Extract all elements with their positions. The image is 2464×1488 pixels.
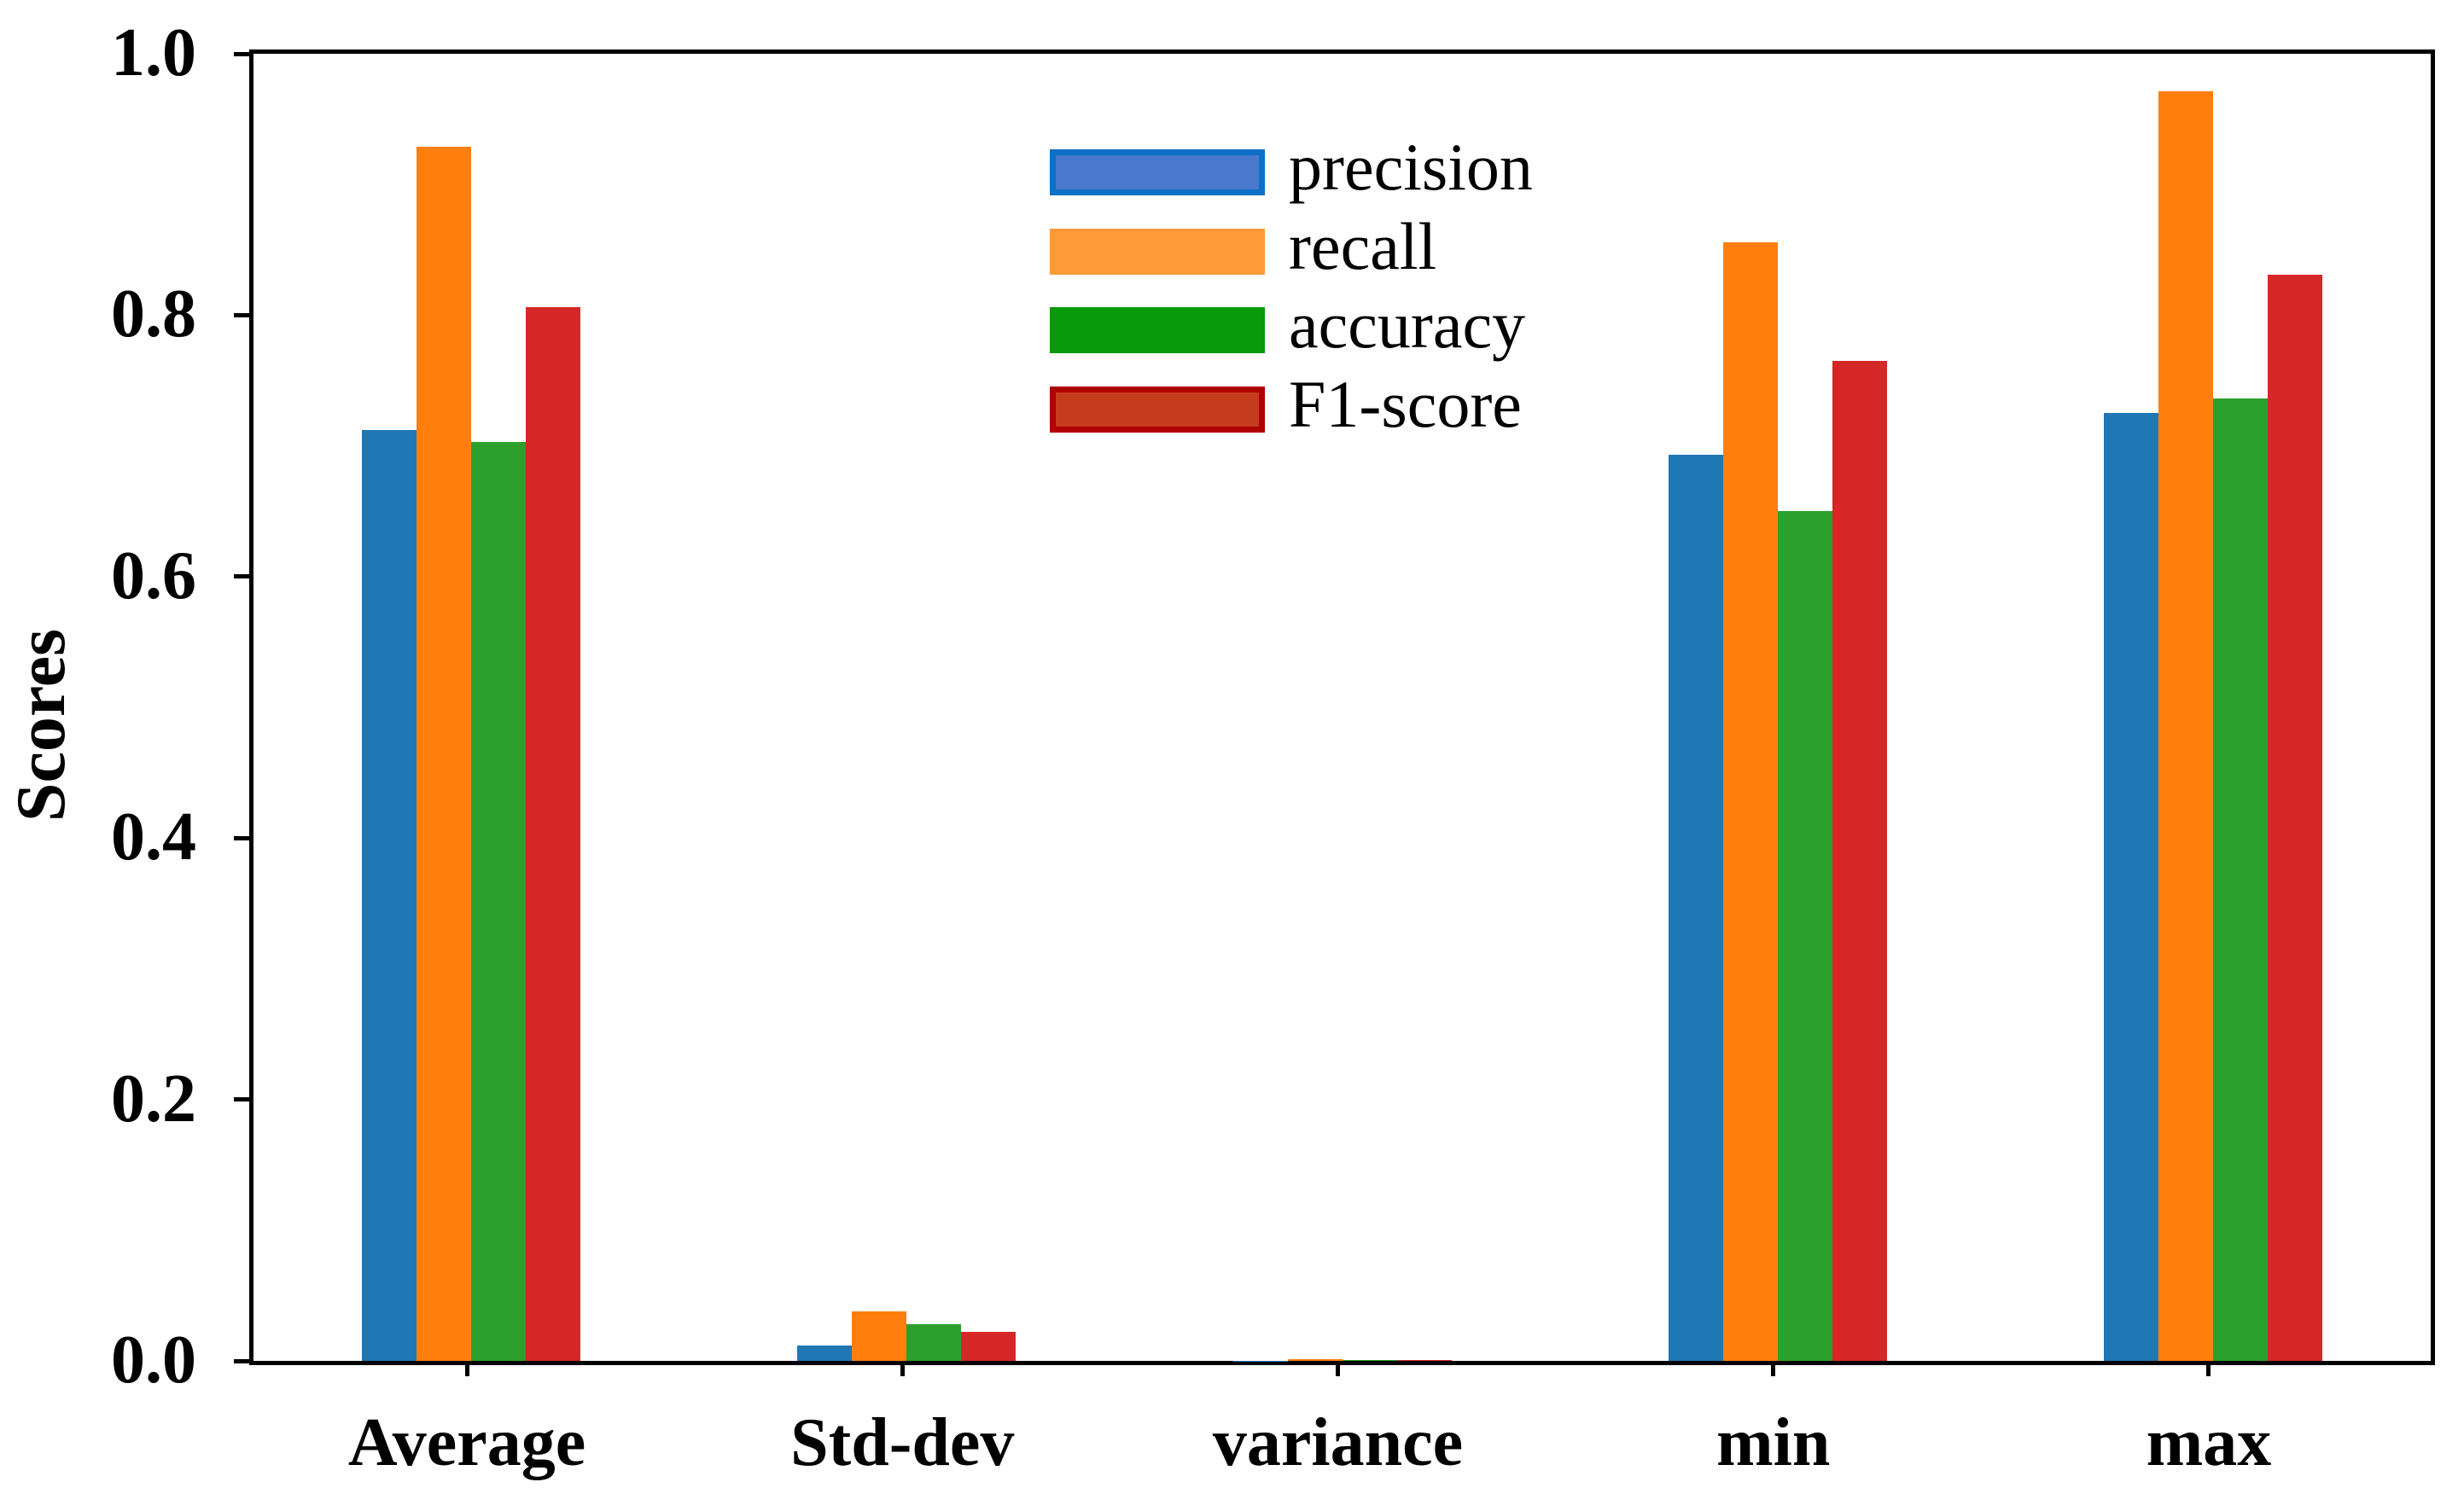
bar-accuracy-Average <box>471 442 527 1361</box>
plot-area: precision recall accuracy F1-score <box>249 49 2435 1365</box>
legend-swatch-F1-score <box>1050 386 1265 433</box>
y-tick-0.4 <box>234 835 249 840</box>
bar-recall-max <box>2158 91 2213 1361</box>
legend-item-accuracy: accuracy <box>1050 288 1525 362</box>
bar-accuracy-min <box>1777 511 1832 1361</box>
y-tick-label-0.0: 0.0 <box>111 1322 196 1398</box>
legend-label-accuracy: accuracy <box>1289 288 1526 362</box>
bar-F1-score-variance <box>1396 1360 1452 1361</box>
y-tick-0.6 <box>234 574 249 579</box>
bar-precision-max <box>2103 413 2158 1361</box>
y-tick-0.2 <box>234 1097 249 1102</box>
legend-label-precision: precision <box>1289 130 1533 204</box>
bar-F1-score-max <box>2267 274 2322 1361</box>
legend-item-recall: recall <box>1050 209 1436 283</box>
legend-swatch-precision <box>1050 149 1265 195</box>
legend-item-F1-score: F1-score <box>1050 367 1522 441</box>
y-tick-label-1.0: 1.0 <box>111 15 196 90</box>
x-category-label-max: max <box>2146 1405 2272 1480</box>
legend-label-recall: recall <box>1289 208 1437 283</box>
bar-accuracy-max <box>2212 398 2268 1361</box>
legend-item-precision: precision <box>1050 130 1533 204</box>
y-tick-1.0 <box>234 51 249 56</box>
legend-swatch-accuracy <box>1050 307 1265 353</box>
x-tick-variance <box>1336 1361 1340 1376</box>
bar-recall-Std-dev <box>852 1311 907 1361</box>
bar-F1-score-Average <box>526 307 581 1361</box>
bar-F1-score-Std-dev <box>961 1332 1016 1361</box>
x-tick-Std-dev <box>900 1361 905 1376</box>
bar-accuracy-Std-dev <box>906 1324 962 1361</box>
y-tick-label-0.2: 0.2 <box>111 1061 196 1136</box>
bar-precision-Average <box>362 430 417 1361</box>
bar-F1-score-min <box>1832 361 1887 1361</box>
x-category-label-min: min <box>1716 1405 1831 1480</box>
x-category-label-Average: Average <box>347 1405 586 1480</box>
bar-recall-Average <box>416 146 472 1361</box>
y-tick-label-0.6: 0.6 <box>111 538 196 613</box>
bar-accuracy-variance <box>1342 1359 1397 1361</box>
legend-swatch-recall <box>1050 228 1265 275</box>
x-category-label-Std-dev: Std-dev <box>790 1405 1015 1480</box>
bar-precision-Std-dev <box>797 1345 853 1361</box>
y-tick-0.8 <box>234 312 249 317</box>
legend-label-F1-score: F1-score <box>1289 366 1522 441</box>
x-category-label-variance: variance <box>1212 1405 1464 1480</box>
y-tick-label-0.4: 0.4 <box>111 799 196 875</box>
x-tick-min <box>1771 1361 1776 1376</box>
bar-recall-min <box>1722 241 1778 1361</box>
bar-precision-min <box>1668 455 1723 1361</box>
y-tick-label-0.8: 0.8 <box>111 276 196 352</box>
bar-recall-variance <box>1287 1358 1343 1361</box>
y-tick-0.0 <box>234 1358 249 1363</box>
x-tick-Average <box>464 1361 469 1376</box>
x-tick-max <box>2206 1361 2211 1376</box>
